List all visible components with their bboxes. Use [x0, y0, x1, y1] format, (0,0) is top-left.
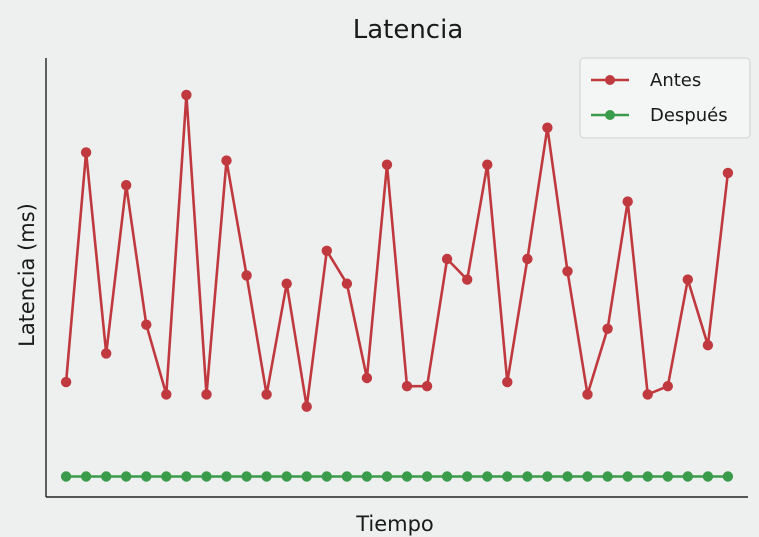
data-point-despues-12: [281, 471, 292, 482]
data-point-antes-26: [562, 266, 573, 277]
data-point-antes-17: [381, 159, 393, 170]
data-point-despues-3: [101, 471, 112, 482]
data-point-antes-21: [462, 274, 473, 285]
data-point-antes-16: [361, 372, 373, 384]
legend-marker-despues: [605, 110, 615, 120]
y-axis-label: Latencia (ms): [15, 203, 39, 347]
data-point-despues-30: [642, 471, 653, 482]
data-point-despues-28: [602, 471, 613, 482]
legend-label-antes: Antes: [650, 70, 701, 91]
data-point-antes-24: [522, 253, 533, 265]
data-point-antes-32: [682, 274, 693, 285]
data-point-antes-30: [642, 389, 653, 400]
data-point-despues-18: [401, 471, 413, 482]
data-point-despues-31: [662, 471, 673, 482]
data-point-despues-32: [682, 471, 693, 482]
data-point-despues-7: [181, 471, 192, 482]
data-point-despues-27: [582, 471, 593, 482]
data-point-antes-31: [662, 381, 673, 392]
series-layer: [60, 89, 734, 482]
data-point-despues-13: [301, 471, 312, 482]
data-point-antes-28: [602, 323, 613, 334]
data-point-antes-34: [722, 167, 734, 179]
data-point-antes-4: [121, 180, 132, 191]
data-point-antes-10: [241, 270, 252, 281]
data-point-antes-19: [421, 381, 433, 392]
data-point-despues-26: [562, 471, 573, 482]
data-point-despues-4: [121, 471, 132, 482]
data-point-despues-5: [141, 471, 152, 482]
legend: Antes Después: [579, 57, 751, 139]
data-point-despues-25: [542, 471, 553, 482]
legend-label-despues: Después: [650, 105, 728, 126]
chart-title: Latencia: [353, 15, 464, 45]
data-point-despues-2: [80, 471, 92, 482]
data-point-antes-20: [441, 253, 453, 265]
data-point-antes-2: [80, 147, 92, 158]
data-point-antes-7: [181, 89, 192, 101]
legend-marker-antes: [605, 75, 615, 85]
data-point-despues-15: [341, 471, 353, 482]
data-point-antes-12: [281, 278, 292, 289]
data-point-antes-5: [141, 319, 152, 330]
legend-box: [579, 57, 751, 139]
data-point-antes-9: [221, 155, 232, 166]
data-point-despues-16: [361, 471, 373, 482]
data-point-despues-20: [441, 471, 453, 482]
data-point-antes-8: [201, 389, 212, 400]
data-point-antes-29: [622, 196, 633, 207]
data-point-despues-22: [482, 471, 493, 482]
data-point-antes-13: [301, 401, 312, 412]
data-point-despues-33: [702, 471, 714, 482]
data-point-antes-18: [401, 381, 413, 392]
data-point-antes-27: [582, 389, 593, 400]
data-point-antes-23: [502, 376, 513, 388]
data-point-despues-29: [622, 471, 633, 482]
series-antes: [60, 89, 734, 412]
data-point-antes-11: [261, 389, 272, 400]
data-point-antes-25: [542, 122, 553, 133]
data-point-despues-19: [421, 471, 433, 482]
data-point-despues-10: [241, 471, 252, 482]
data-point-antes-3: [101, 348, 112, 359]
data-point-despues-17: [381, 471, 393, 482]
data-point-despues-23: [502, 471, 513, 482]
data-point-antes-15: [341, 278, 353, 289]
data-point-despues-8: [201, 471, 212, 482]
data-point-antes-6: [161, 389, 172, 400]
data-point-despues-21: [462, 471, 473, 482]
data-point-antes-14: [321, 245, 332, 256]
series-line-antes: [64, 93, 730, 409]
data-point-despues-11: [261, 471, 272, 482]
series-despues: [60, 471, 734, 482]
data-point-antes-22: [482, 159, 493, 170]
data-point-antes-33: [702, 340, 714, 351]
data-point-despues-34: [722, 471, 734, 482]
x-axis-label: Tiempo: [355, 512, 434, 536]
data-point-antes-1: [60, 376, 72, 388]
data-point-despues-6: [161, 471, 172, 482]
data-point-despues-9: [221, 471, 232, 482]
data-point-despues-1: [60, 471, 72, 482]
data-point-despues-14: [321, 471, 332, 482]
data-point-despues-24: [522, 471, 533, 482]
